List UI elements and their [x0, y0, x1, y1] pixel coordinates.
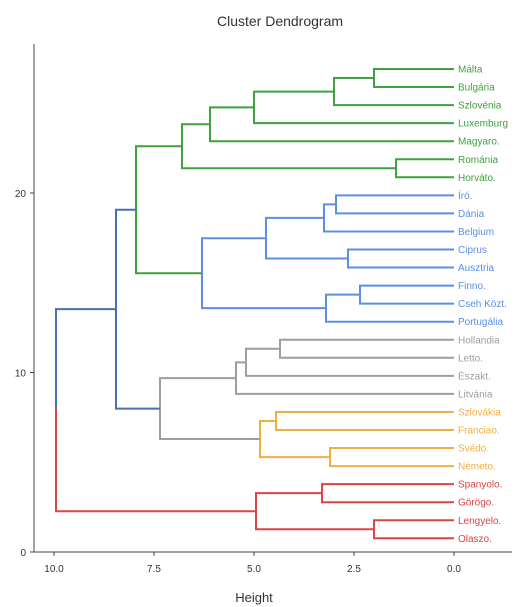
dendrogram-branches [55, 68, 454, 540]
x-tick-label: 10.0 [44, 564, 64, 575]
leaf-label: Északt. [458, 369, 491, 382]
dendrogram-branch [335, 194, 454, 215]
dendrogram-branch [265, 216, 348, 260]
leaf-label: Luxemburg [458, 119, 508, 130]
y-axis-ticks: 0 10 20 [15, 189, 34, 559]
leaf-label: Horváto. [458, 173, 496, 184]
x-tick-label: 0.0 [447, 564, 461, 575]
leaf-label: Franciao. [458, 426, 500, 437]
dendrogram-branch [321, 483, 454, 504]
dendrogram-branch [323, 203, 454, 233]
leaf-label: Belgium [458, 227, 494, 238]
dendrogram-branch [395, 158, 454, 179]
dendrogram-branch [255, 492, 374, 531]
leaf-labels: Málta Bulgária Szlovénia Luxemburg Magyaro. R… [458, 65, 508, 545]
x-axis-ticks: 10.0 7.5 5.0 2.5 0.0 [44, 552, 461, 575]
dendrogram-branch [325, 293, 454, 323]
leaf-label: Cseh Közt. [458, 299, 507, 310]
leaf-label: Ausztria [458, 263, 495, 274]
dendrogram-branch [259, 419, 330, 459]
dendrogram-branch [55, 308, 116, 409]
dendrogram-branch [55, 408, 256, 513]
leaf-label: Bulgária [458, 83, 495, 94]
leaf-label: Németo. [458, 462, 496, 473]
leaf-label: Letto. [458, 353, 483, 364]
dendrogram-branch [253, 90, 454, 125]
leaf-label: Görögo. [458, 498, 494, 509]
y-tick-label: 10 [15, 369, 27, 380]
dendrogram-branch [235, 361, 454, 395]
dendrogram-branch [159, 377, 260, 441]
dendrogram-branch [329, 447, 454, 468]
leaf-label: Szlovákia [458, 407, 501, 418]
dendrogram-branch [373, 68, 454, 89]
leaf-label: Olaszo. [458, 534, 492, 545]
dendrogram-branch [209, 106, 454, 143]
dendrogram-branch [373, 519, 454, 540]
leaf-label: Lengyelo. [458, 516, 501, 527]
dendrogram-branch [333, 77, 454, 107]
leaf-label: Litvánia [458, 389, 493, 400]
leaf-label: Dánia [458, 209, 485, 220]
dendrogram-branch [245, 347, 454, 377]
leaf-label: Magyaro. [458, 137, 500, 148]
chart-title: Cluster Dendrogram [217, 13, 343, 29]
dendrogram-branch [115, 208, 160, 410]
dendrogram-branch [359, 284, 454, 305]
dendrogram-branch [347, 248, 454, 269]
dendrogram-branch [201, 237, 326, 310]
y-tick-label: 20 [15, 189, 27, 200]
leaf-label: Finno. [458, 281, 486, 292]
dendrogram-branch [275, 410, 454, 431]
y-tick-label: 0 [20, 548, 26, 559]
x-tick-label: 7.5 [147, 564, 161, 575]
leaf-label: Író. [458, 189, 472, 202]
leaf-label: Szlovénia [458, 101, 502, 112]
dendrogram-branch [135, 145, 202, 275]
dendrogram-branch [279, 338, 454, 359]
leaf-label: Málta [458, 65, 483, 76]
x-tick-label: 2.5 [347, 564, 361, 575]
x-tick-label: 5.0 [247, 564, 261, 575]
leaf-label: Svédo. [458, 444, 489, 455]
x-axis-label: Height [235, 590, 273, 605]
leaf-label: Románia [458, 155, 498, 166]
leaf-label: Portugália [458, 317, 503, 328]
leaf-label: Ciprus [458, 245, 487, 256]
dendrogram-branch [181, 123, 396, 170]
leaf-label: Hollandia [458, 335, 500, 346]
leaf-label: Spanyolo. [458, 480, 502, 491]
